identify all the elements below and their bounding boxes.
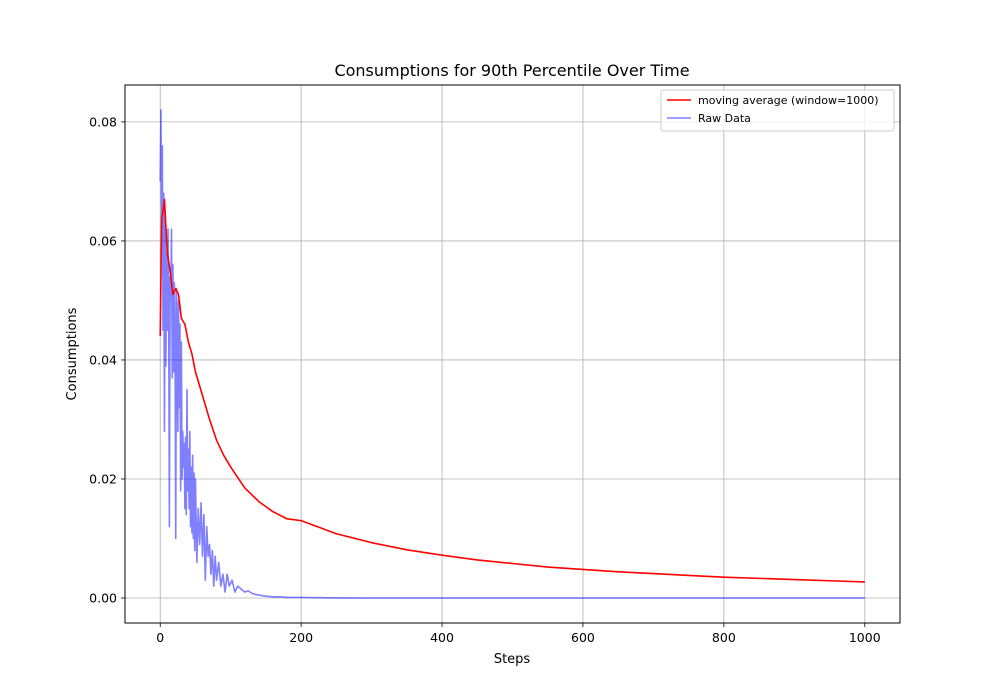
chart-title: Consumptions for 90th Percentile Over Ti… xyxy=(334,61,689,80)
ticks: 0 200 400 600 800 1000 0.00 0.02 0.04 0.06 0.08 xyxy=(89,114,881,645)
legend-label-moving-average: moving average (window=1000) xyxy=(698,94,879,107)
legend-label-raw-data: Raw Data xyxy=(698,112,751,125)
y-axis-label: Consumptions xyxy=(65,307,80,400)
axes-frame xyxy=(124,84,901,624)
x-tick-label: 400 xyxy=(430,630,454,645)
x-tick-label: 200 xyxy=(289,630,313,645)
y-tick-label: 0.08 xyxy=(89,114,117,129)
series-line-raw-data xyxy=(159,109,865,599)
y-tick-label: 0.02 xyxy=(89,471,117,486)
x-tick-label: 0 xyxy=(156,630,164,645)
x-tick-label: 800 xyxy=(712,630,736,645)
y-tick-label: 0.00 xyxy=(89,591,117,606)
series-layer xyxy=(159,109,865,599)
legend: moving average (window=1000) Raw Data xyxy=(660,89,895,132)
x-tick-label: 600 xyxy=(571,630,595,645)
y-tick-label: 0.04 xyxy=(89,352,117,367)
x-tick-label: 1000 xyxy=(849,630,881,645)
series-line-moving-average xyxy=(159,198,865,583)
x-axis-label: Steps xyxy=(494,652,531,667)
legend-box xyxy=(660,89,895,132)
y-tick-label: 0.06 xyxy=(89,233,117,248)
